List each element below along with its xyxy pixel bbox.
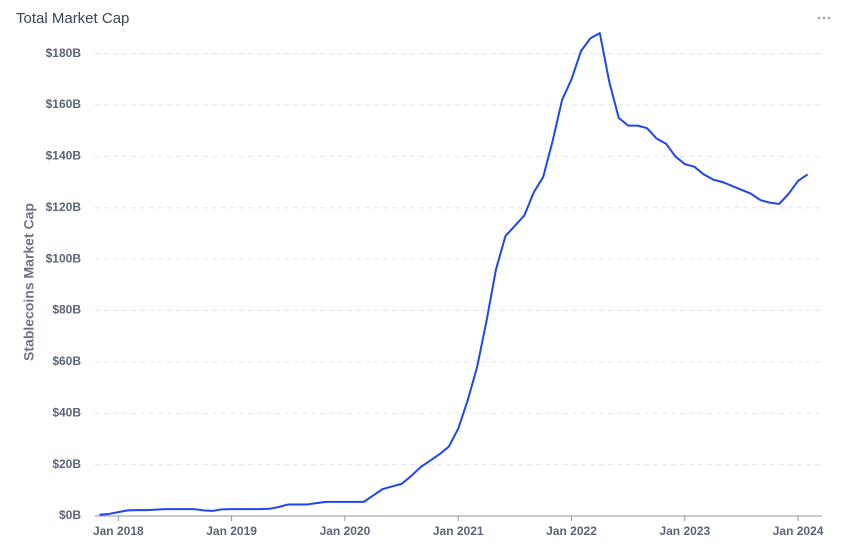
x-tick-label: Jan 2020 (320, 524, 371, 538)
menu-button[interactable] (817, 16, 831, 20)
x-tick-label: Jan 2023 (659, 524, 710, 538)
y-axis-title: Stablecoins Market Cap (21, 203, 37, 361)
y-tick-label: $20B (52, 457, 81, 471)
x-tick-label: Jan 2019 (206, 524, 257, 538)
x-tick-label: Jan 2024 (773, 524, 824, 538)
y-tick-label: $140B (46, 149, 82, 163)
x-tick-label: Jan 2018 (93, 524, 144, 538)
y-tick-label: $160B (46, 97, 82, 111)
chart-title: Total Market Cap (16, 10, 129, 27)
y-tick-label: $100B (46, 251, 82, 265)
y-tick-label: $120B (46, 200, 82, 214)
data-line (99, 32, 809, 516)
x-tick-label: Jan 2022 (546, 524, 597, 538)
y-tick-label: $60B (52, 354, 81, 368)
y-tick-label: $40B (52, 405, 81, 419)
y-tick-label: $80B (52, 303, 81, 317)
y-tick-label: $180B (46, 46, 82, 60)
y-tick-label: $0B (59, 508, 81, 522)
x-tick-label: Jan 2021 (433, 524, 484, 538)
